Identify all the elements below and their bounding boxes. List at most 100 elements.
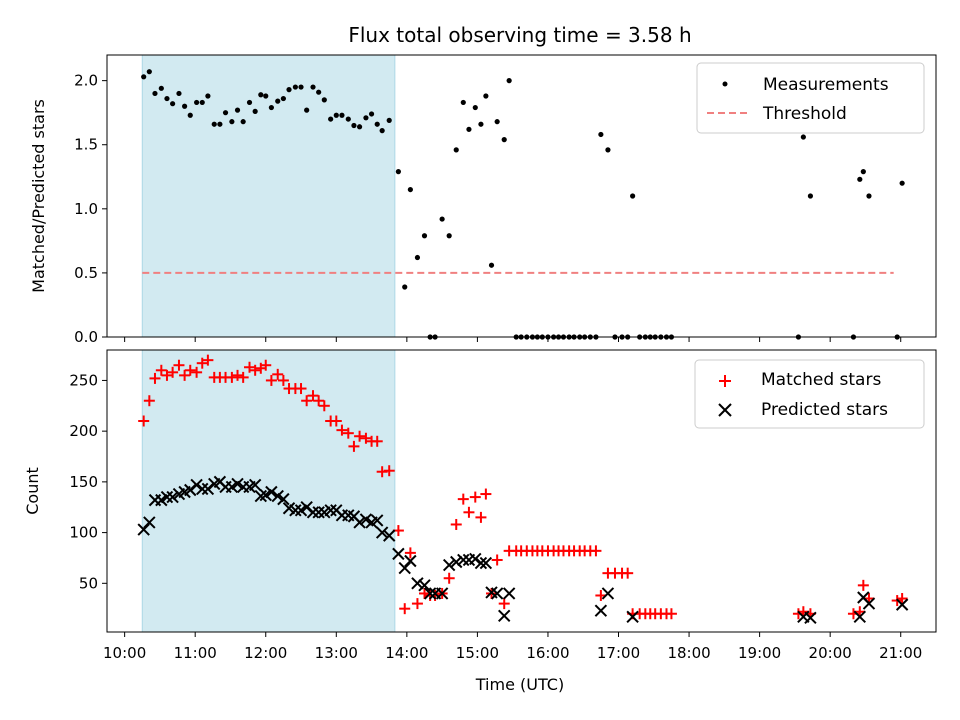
predicted-star-point	[166, 490, 179, 504]
top-x-axis-ticks	[124, 337, 902, 342]
measurement-point	[453, 147, 459, 153]
predicted-star-point	[502, 587, 516, 600]
bottom-y-axis-ticks: 50 100 150 200 250	[69, 371, 107, 592]
predicted-star-point-b	[418, 579, 431, 592]
matched-star-point	[226, 371, 238, 383]
predicted-star-point	[895, 598, 909, 611]
predicted-star-point	[398, 561, 411, 575]
matched-star-point	[138, 415, 150, 427]
predicted-star-point	[143, 516, 156, 529]
matched-star-point	[173, 359, 185, 371]
measurement-point	[345, 116, 351, 122]
predicted-star-point-b	[160, 490, 174, 504]
top-panel: 0.00.51.01.52.0 Matched/Predicted stars …	[29, 54, 937, 346]
predicted-star-point-b	[265, 485, 278, 499]
measurement-point	[316, 89, 322, 95]
predicted-star-point	[804, 611, 817, 625]
x-tick-label: 13:00	[315, 644, 358, 662]
measurement-point	[414, 254, 421, 261]
chart-title: Flux total observing time = 3.58 h	[348, 23, 691, 47]
predicted-star-point	[190, 478, 203, 492]
measurement-point	[395, 169, 401, 175]
measurement-point	[321, 97, 327, 103]
legend-measurements-label: Measurements	[763, 75, 889, 95]
top-y-tick-label: 0.5	[74, 264, 98, 282]
predicted-star-point	[442, 558, 456, 572]
measurement-point	[286, 87, 292, 93]
measurement-point	[368, 111, 375, 117]
predicted-star-point	[450, 555, 463, 569]
matched-star-point	[443, 572, 455, 584]
x-tick-label: 21:00	[879, 644, 922, 662]
predicted-star-point-b	[457, 553, 470, 567]
top-y-axis-label: Matched/Predicted stars	[29, 99, 48, 293]
measurement-point	[605, 147, 611, 153]
predicted-star-point	[853, 610, 867, 623]
predicted-star-point-b	[498, 609, 511, 622]
predicted-star-point-b	[804, 611, 817, 625]
measurement-point	[211, 121, 217, 127]
bottom-y-tick-label: 50	[79, 574, 98, 592]
measurement-point	[866, 193, 872, 199]
measurement-point	[483, 93, 489, 99]
matched-star-point	[202, 354, 214, 366]
matched-star-point	[249, 364, 261, 376]
measurement-point	[478, 121, 484, 127]
measurement-point	[351, 122, 357, 129]
predicted-star-point	[479, 556, 493, 570]
measurement-point	[460, 99, 466, 106]
predicted-star-point-b	[375, 526, 389, 539]
matched-star-point	[167, 366, 179, 378]
bottom-y-tick-label: 100	[69, 524, 98, 542]
matched-star-point	[149, 372, 161, 384]
top-legend: Measurements Threshold	[696, 62, 925, 134]
predicted-star-point	[404, 554, 417, 568]
measurement-point	[339, 112, 345, 118]
measurement-point	[252, 108, 258, 114]
predicted-star-point-b	[423, 587, 437, 600]
predicted-star-point-b	[895, 598, 909, 611]
matched-star-point	[318, 400, 330, 412]
predicted-star-point-b	[143, 516, 156, 529]
x-tick-label: 14:00	[385, 644, 428, 662]
predicted-star-point	[375, 526, 389, 539]
top-y-tick-label: 2.0	[74, 72, 98, 90]
predicted-star-point-b	[190, 478, 203, 492]
predicted-star-point-b	[353, 516, 366, 529]
measurement-point	[598, 131, 604, 138]
matched-star-point	[232, 369, 244, 381]
measurement-point	[280, 95, 286, 102]
matched-star-point	[399, 603, 411, 615]
predicted-star-point	[457, 553, 470, 567]
measurement-point	[363, 115, 369, 121]
matched-star-point	[336, 424, 348, 436]
predicted-star-point-b	[469, 552, 482, 566]
matched-star-point	[342, 427, 354, 439]
predicted-star-point	[160, 490, 174, 504]
matched-star-point	[457, 493, 469, 505]
matched-star-point	[330, 415, 342, 427]
measurement-point	[268, 104, 274, 111]
predicted-star-point	[469, 552, 482, 566]
x-tick-label: 15:00	[456, 644, 499, 662]
measurement-point	[800, 134, 806, 140]
measurement-point	[488, 262, 495, 268]
predicted-star-point	[594, 604, 608, 617]
predicted-star-point-b	[289, 504, 302, 517]
predicted-star-point-b	[479, 556, 493, 570]
measurement-point	[298, 84, 304, 90]
predicted-star-point	[196, 482, 209, 496]
predicted-star-point-b	[231, 477, 244, 491]
predicted-star-point-b	[383, 529, 396, 542]
predicted-star-point-b	[277, 492, 290, 506]
measurement-point	[229, 119, 235, 125]
predicted-star-point-b	[166, 490, 179, 504]
predicted-star-point	[324, 504, 337, 517]
predicted-star-point	[418, 579, 431, 592]
predicted-star-point-b	[626, 610, 639, 623]
predicted-star-point-b	[442, 558, 456, 572]
measurement-point	[421, 233, 428, 239]
top-y-axis-ticks: 0.0 0.5 1.0 1.5 2.0	[74, 72, 107, 346]
predicted-star-point	[277, 492, 290, 506]
